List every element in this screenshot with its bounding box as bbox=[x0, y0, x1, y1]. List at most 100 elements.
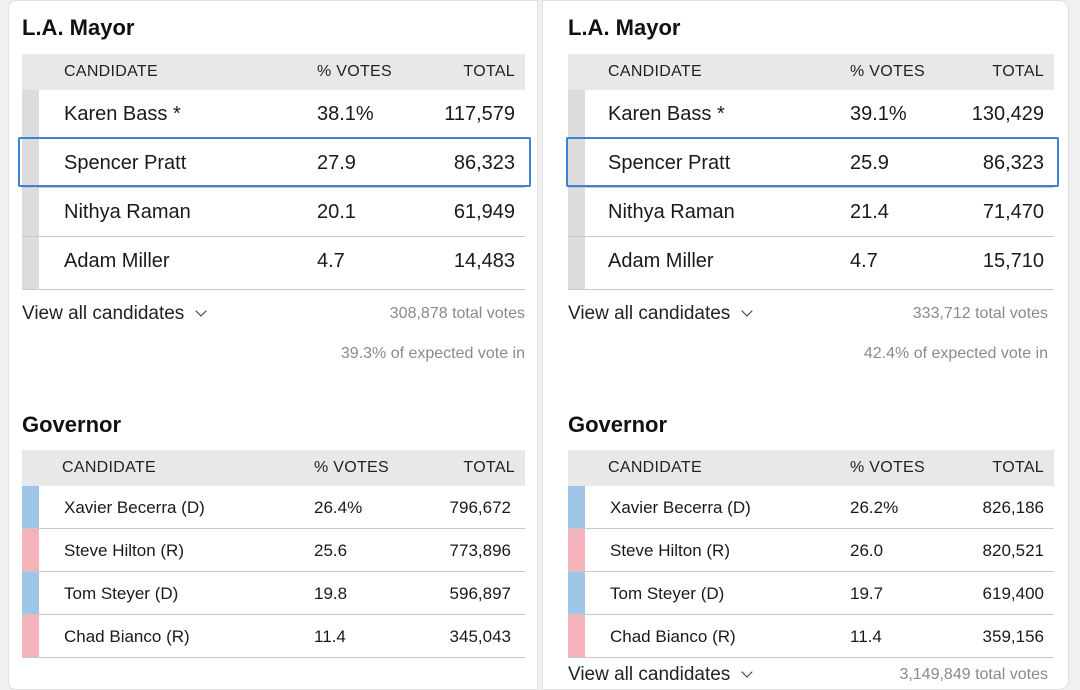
vote-total: 820,521 bbox=[982, 541, 1044, 560]
table-row[interactable]: Xavier Becerra (D) 26.2% 826,186 bbox=[568, 486, 1054, 529]
table-row[interactable]: Steve Hilton (R) 25.6 773,896 bbox=[22, 529, 525, 572]
row-bar bbox=[568, 188, 585, 236]
total-votes: 333,712 total votes bbox=[912, 305, 1048, 322]
table-header: CANDIDATE % VOTES TOTAL bbox=[568, 450, 1054, 486]
vote-percent: 11.4 bbox=[850, 627, 882, 646]
candidate-name: Nithya Raman bbox=[64, 201, 191, 223]
vote-percent: 11.4 bbox=[314, 627, 346, 646]
vote-percent: 20.1 bbox=[317, 201, 356, 223]
results-panel-left: L.A. Mayor CANDIDATE % VOTES TOTAL Karen… bbox=[8, 0, 538, 690]
table-row[interactable]: Adam Miller 4.7 15,710 bbox=[568, 237, 1054, 290]
party-bar-republican bbox=[22, 529, 39, 571]
vote-total: 596,897 bbox=[449, 584, 511, 603]
candidate-name: Adam Miller bbox=[608, 250, 714, 272]
header-total: TOTAL bbox=[463, 459, 515, 476]
vote-total: 345,043 bbox=[449, 627, 511, 646]
party-bar-democrat bbox=[22, 572, 39, 614]
candidate-name: Chad Bianco (R) bbox=[64, 627, 190, 646]
candidate-name: Xavier Becerra (D) bbox=[64, 498, 205, 517]
vote-total: 86,323 bbox=[982, 152, 1044, 174]
candidate-name: Karen Bass * bbox=[608, 103, 725, 125]
party-bar-democrat bbox=[568, 572, 585, 614]
header-total: TOTAL bbox=[463, 63, 515, 80]
vote-percent: 39.1% bbox=[850, 103, 907, 125]
table-header: CANDIDATE % VOTES TOTAL bbox=[22, 450, 525, 486]
table-row[interactable]: Karen Bass * 39.1% 130,429 bbox=[568, 90, 1054, 139]
race-title: L.A. Mayor bbox=[22, 15, 135, 40]
view-all-label: View all candidates bbox=[568, 303, 731, 324]
candidate-name: Spencer Pratt bbox=[608, 152, 731, 174]
vote-percent: 38.1% bbox=[317, 103, 374, 125]
race-title: L.A. Mayor bbox=[568, 15, 681, 40]
header-candidate: CANDIDATE bbox=[62, 459, 156, 476]
header-votes: % VOTES bbox=[314, 459, 390, 476]
table-row[interactable]: Tom Steyer (D) 19.7 619,400 bbox=[568, 572, 1054, 615]
table-row[interactable]: Tom Steyer (D) 19.8 596,897 bbox=[22, 572, 525, 615]
view-all-candidates-link[interactable]: View all candidates bbox=[568, 664, 753, 686]
table-row[interactable]: Nithya Raman 21.4 71,470 bbox=[568, 188, 1054, 237]
row-bar bbox=[22, 237, 39, 289]
table-row[interactable]: Chad Bianco (R) 11.4 345,043 bbox=[22, 615, 525, 658]
candidate-name: Xavier Becerra (D) bbox=[610, 498, 751, 517]
vote-total: 14,483 bbox=[453, 250, 515, 272]
row-bar bbox=[568, 237, 585, 289]
row-bar bbox=[22, 188, 39, 236]
vote-percent: 26.4% bbox=[314, 498, 363, 517]
vote-percent: 4.7 bbox=[317, 250, 345, 272]
candidate-name: Adam Miller bbox=[64, 250, 170, 272]
row-bar bbox=[568, 139, 585, 187]
vote-total: 117,579 bbox=[444, 103, 515, 125]
view-all-candidates-link[interactable]: View all candidates bbox=[568, 303, 753, 325]
header-candidate: CANDIDATE bbox=[608, 63, 702, 80]
vote-total: 773,896 bbox=[449, 541, 511, 560]
table-row[interactable]: Adam Miller 4.7 14,483 bbox=[22, 237, 525, 290]
table-row[interactable]: Nithya Raman 20.1 61,949 bbox=[22, 188, 525, 237]
results-panel-right: L.A. Mayor CANDIDATE % VOTES TOTAL Karen… bbox=[542, 0, 1069, 690]
table-row[interactable]: Spencer Pratt 27.9 86,323 bbox=[22, 139, 525, 188]
candidate-name: Nithya Raman bbox=[608, 201, 735, 223]
vote-percent: 19.7 bbox=[850, 584, 884, 603]
vote-percent: 27.9 bbox=[317, 152, 356, 174]
candidate-name: Tom Steyer (D) bbox=[64, 584, 179, 603]
vote-total: 826,186 bbox=[982, 498, 1044, 517]
header-votes: % VOTES bbox=[850, 459, 926, 476]
party-bar-democrat bbox=[22, 486, 39, 528]
view-all-label: View all candidates bbox=[568, 664, 731, 685]
vote-percent: 19.8 bbox=[314, 584, 348, 603]
row-bar bbox=[568, 90, 585, 138]
vote-percent: 25.6 bbox=[314, 541, 348, 560]
total-votes: 3,149,849 total votes bbox=[899, 666, 1048, 683]
candidate-name: Tom Steyer (D) bbox=[610, 584, 725, 603]
candidate-name: Steve Hilton (R) bbox=[64, 541, 184, 560]
header-votes: % VOTES bbox=[850, 63, 926, 80]
total-votes: 308,878 total votes bbox=[389, 305, 525, 322]
candidate-name: Karen Bass * bbox=[64, 103, 181, 125]
vote-total: 86,323 bbox=[453, 152, 515, 174]
view-all-candidates-link[interactable]: View all candidates bbox=[22, 303, 207, 325]
chevron-down-icon bbox=[741, 666, 753, 678]
vote-total: 71,470 bbox=[982, 201, 1044, 223]
highlight-box bbox=[566, 137, 1059, 187]
highlight-box bbox=[18, 137, 531, 187]
party-bar-republican bbox=[22, 615, 39, 657]
table-row[interactable]: Spencer Pratt 25.9 86,323 bbox=[568, 139, 1054, 188]
vote-total: 61,949 bbox=[453, 201, 515, 223]
chevron-down-icon bbox=[741, 305, 753, 317]
vote-percent: 21.4 bbox=[850, 201, 889, 223]
chevron-down-icon bbox=[195, 305, 207, 317]
party-bar-democrat bbox=[568, 486, 585, 528]
table-row[interactable]: Steve Hilton (R) 26.0 820,521 bbox=[568, 529, 1054, 572]
row-bar bbox=[22, 139, 39, 187]
expected-vote: 42.4% of expected vote in bbox=[863, 345, 1048, 362]
view-all-label: View all candidates bbox=[22, 303, 185, 324]
race-title: Governor bbox=[568, 412, 668, 437]
header-candidate: CANDIDATE bbox=[608, 459, 702, 476]
candidate-name: Spencer Pratt bbox=[64, 152, 187, 174]
header-votes: % VOTES bbox=[317, 63, 393, 80]
header-total: TOTAL bbox=[992, 459, 1044, 476]
table-row[interactable]: Chad Bianco (R) 11.4 359,156 bbox=[568, 615, 1054, 658]
table-row[interactable]: Xavier Becerra (D) 26.4% 796,672 bbox=[22, 486, 525, 529]
table-row[interactable]: Karen Bass * 38.1% 117,579 bbox=[22, 90, 525, 139]
vote-total: 619,400 bbox=[982, 584, 1044, 603]
vote-percent: 4.7 bbox=[850, 250, 878, 272]
